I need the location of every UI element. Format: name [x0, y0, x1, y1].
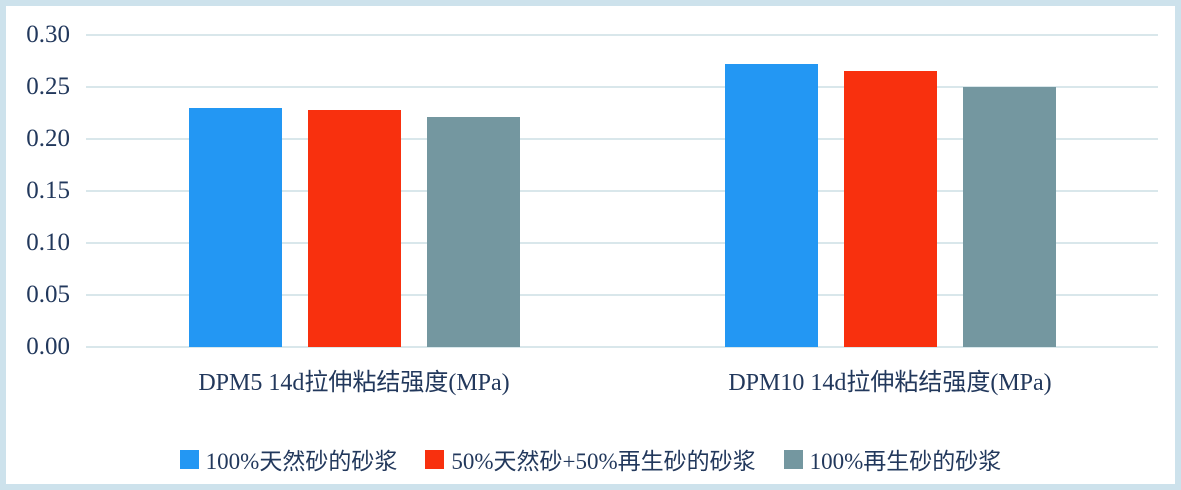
gridline [86, 294, 1158, 296]
y-tick-label: 0.05 [26, 281, 70, 308]
bar-100%天然砂的砂浆-DPM5 14d拉伸粘结强度(MPa) [188, 107, 282, 347]
legend-label: 100%天然砂的砂浆 [205, 449, 398, 474]
bar-50%天然砂+50%再生砂的砂浆-DPM5 14d拉伸粘结强度(MPa) [307, 109, 401, 347]
bar-50%天然砂+50%再生砂的砂浆-DPM10 14d拉伸粘结强度(MPa) [843, 71, 937, 347]
plot-area [86, 34, 1158, 348]
y-tick-label: 0.15 [26, 177, 70, 204]
legend-item: 100%再生砂的砂浆 [783, 442, 1002, 476]
legend-swatch-icon [783, 449, 803, 469]
legend-swatch-icon [425, 449, 445, 469]
y-tick-label: 0.25 [26, 73, 70, 100]
gridline [86, 190, 1158, 192]
x-category-label: DPM5 14d拉伸粘结强度(MPa) [198, 370, 510, 396]
bar-100%天然砂的砂浆-DPM10 14d拉伸粘结强度(MPa) [724, 64, 818, 347]
legend-label: 50%天然砂+50%再生砂的砂浆 [451, 449, 756, 474]
gridline [86, 242, 1158, 244]
legend-swatch-icon [179, 449, 199, 469]
x-category-label: DPM10 14d拉伸粘结强度(MPa) [728, 370, 1052, 396]
y-tick-label: 0.30 [26, 21, 70, 48]
y-tick-label: 0.20 [26, 125, 70, 152]
gridline [86, 346, 1158, 348]
legend: 100%天然砂的砂浆 50%天然砂+50%再生砂的砂浆 100%再生砂的砂浆 [6, 442, 1175, 476]
bar-100%再生砂的砂浆-DPM5 14d拉伸粘结强度(MPa) [426, 117, 520, 347]
legend-item: 100%天然砂的砂浆 [179, 442, 398, 476]
legend-item: 50%天然砂+50%再生砂的砂浆 [425, 442, 756, 476]
y-tick-label: 0.10 [26, 229, 70, 256]
bar-100%再生砂的砂浆-DPM10 14d拉伸粘结强度(MPa) [962, 87, 1056, 347]
gridline [86, 138, 1158, 140]
gridline [86, 34, 1158, 36]
legend-label: 100%再生砂的砂浆 [809, 449, 1002, 474]
gridline [86, 86, 1158, 88]
y-tick-label: 0.00 [26, 333, 70, 360]
